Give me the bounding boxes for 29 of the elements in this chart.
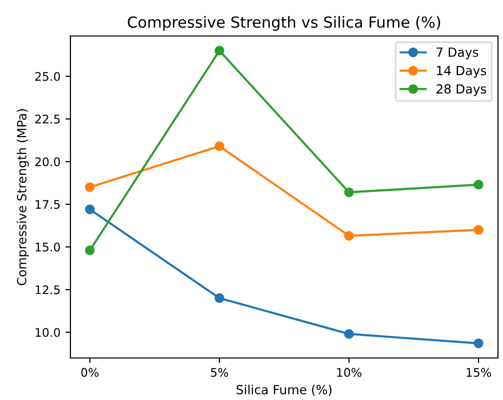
y-tick-label: 25.0 [35,72,60,81]
y-tick-label: 10.0 [36,328,60,337]
point [84,204,95,214]
point [344,187,354,198]
x-axis-title: Silica Fume (%) [236,384,332,396]
point [214,46,224,56]
point [214,293,224,303]
legend-label: 28 Days [436,84,486,96]
y-tick-label: 22.5 [35,114,60,124]
point [474,338,484,348]
point [214,141,224,152]
legend-label: 7 Days [436,48,478,60]
chart-title: Compressive Strength vs Silica Fume (%) [128,16,440,31]
point [474,224,484,235]
x-tick-label: 5% [210,368,228,377]
point [344,329,354,339]
point [84,182,95,192]
y-tick-label: 15.0 [36,242,60,252]
y-tick-label: 12.5 [36,285,60,294]
x-tick-label: 15% [466,368,492,377]
y-tick-label: 17.5 [36,200,60,209]
y-axis-title: Compressive Strength (MPa) [16,109,29,286]
y-tick-label: 20.0 [35,157,60,166]
x-tick-label: 0% [81,368,99,377]
legend-label: 14 Days [437,66,486,78]
x-tick-label: 10% [337,368,362,377]
point [344,230,354,241]
point [84,245,95,256]
point [474,180,484,190]
